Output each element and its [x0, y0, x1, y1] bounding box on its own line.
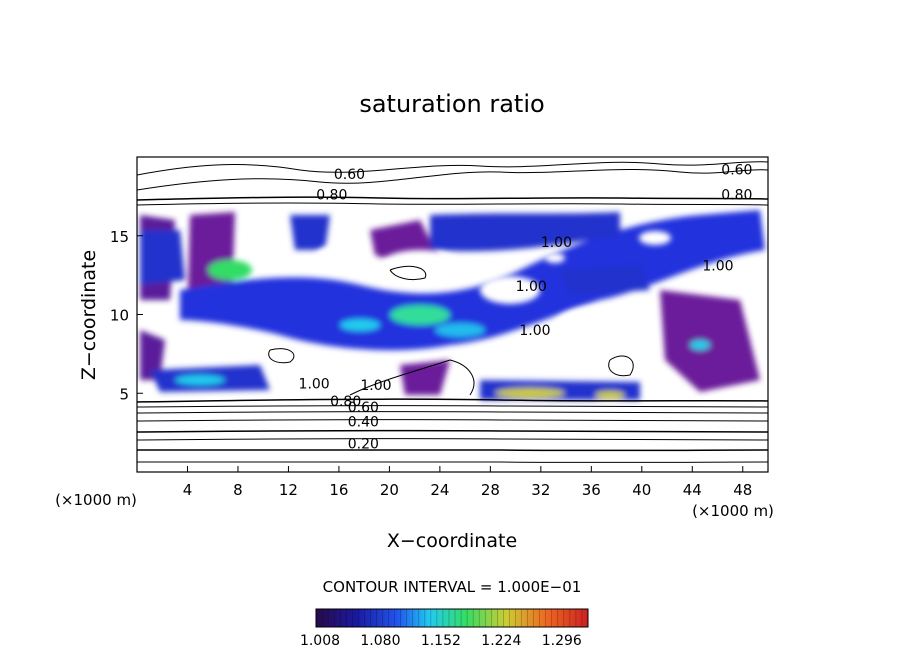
y-tick-label: 10	[110, 307, 129, 325]
x-axis-ticks: 4 8 12 16 20 24 28 32 36 40 44 48	[183, 466, 752, 499]
x-tick-label: 24	[430, 481, 449, 499]
x-tick-label: 36	[582, 481, 601, 499]
contour-label: 1.00	[299, 377, 330, 393]
y-axis-ticks: 5 10 15	[110, 228, 143, 403]
contour-label: 0.80	[330, 394, 361, 410]
colorbar-gradient	[315, 608, 589, 628]
contour-interval-text: CONTOUR INTERVAL = 1.000E−01	[323, 578, 582, 596]
contour-label: 1.00	[516, 279, 547, 295]
contour-label: 0.80	[316, 188, 347, 204]
y-axis-label: Z−coordinate	[78, 250, 100, 380]
x-axis-label: X−coordinate	[387, 530, 517, 552]
contour-label: 0.20	[348, 436, 379, 452]
x-tick-label: 44	[683, 481, 702, 499]
contour-label: 0.60	[348, 400, 379, 416]
contour-label: 1.00	[541, 235, 572, 251]
saturation-field	[137, 161, 768, 463]
colorbar-label: 1.296	[542, 633, 582, 649]
colorbar-label: 1.152	[421, 633, 461, 649]
contour-labels: 0.600.800.600.801.001.001.001.001.00 1.00…	[299, 162, 753, 452]
y-tick-label: 15	[110, 228, 129, 246]
contour-label: 1.00	[360, 378, 391, 394]
x-units-right: (×1000 m)	[692, 502, 774, 520]
contour-label: 1.00	[519, 323, 550, 339]
contour-label: 0.60	[721, 162, 752, 178]
x-tick-label: 20	[380, 481, 399, 499]
x-tick-label: 12	[279, 481, 298, 499]
contour-label: 0.40	[348, 414, 379, 430]
colorbar-label: 1.080	[360, 633, 400, 649]
x-tick-label: 16	[329, 481, 348, 499]
x-tick-label: 28	[481, 481, 500, 499]
y-tick-label: 5	[119, 385, 129, 403]
x-tick-label: 40	[632, 481, 651, 499]
x-tick-label: 4	[183, 481, 193, 499]
x-tick-label: 8	[233, 481, 243, 499]
x-tick-label: 32	[531, 481, 550, 499]
colorbar-label: 1.008	[300, 633, 340, 649]
x-tick-label: 48	[733, 481, 752, 499]
contour-label: 0.80	[721, 188, 752, 204]
contour-label: 0.60	[334, 167, 365, 183]
x-units-left: (×1000 m)	[55, 491, 137, 509]
contour-label: 1.00	[702, 258, 733, 274]
chart-title: saturation ratio	[359, 90, 544, 118]
colorbar: 1.008 1.080 1.152 1.224 1.296	[300, 608, 589, 649]
colorbar-label: 1.224	[481, 633, 521, 649]
